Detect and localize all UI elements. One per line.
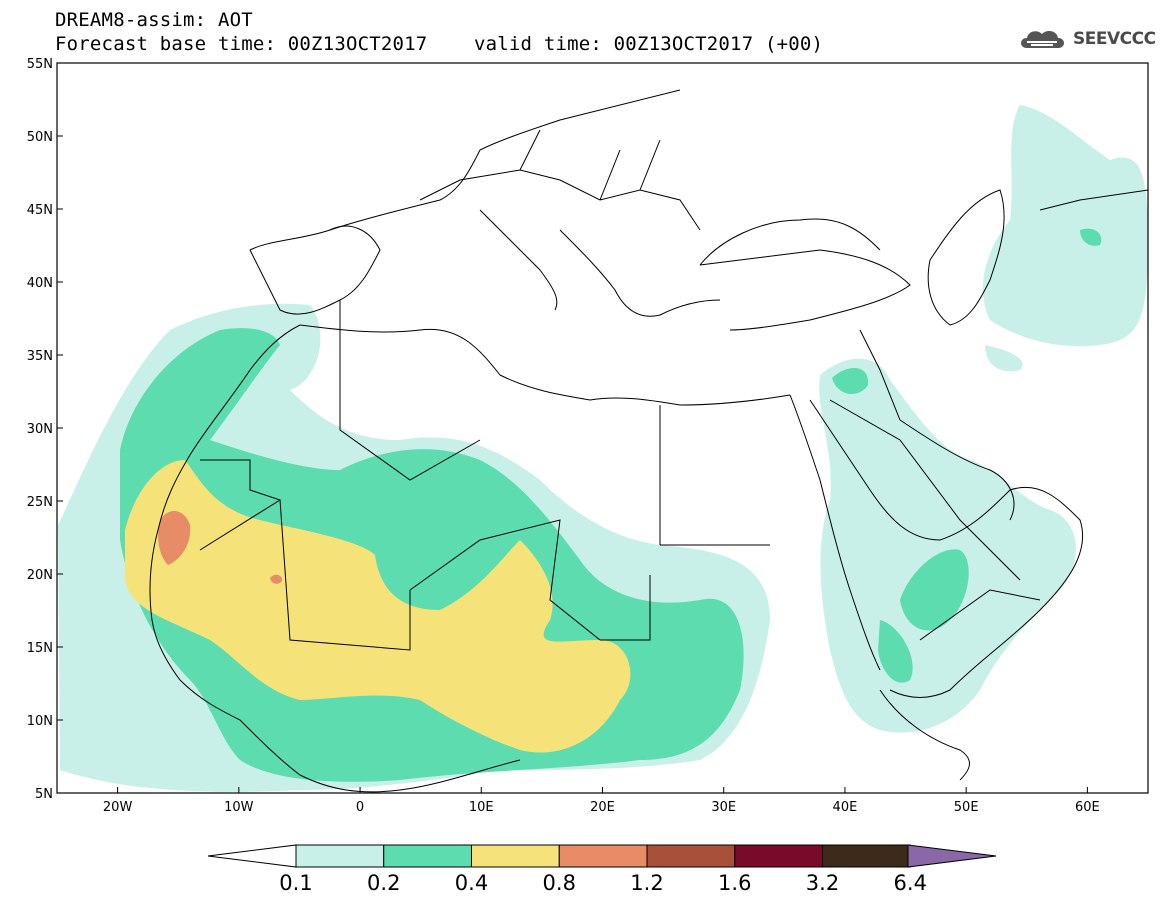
border-niger-chad — [409, 519, 601, 641]
colorbar-label: 0.8 — [543, 871, 576, 895]
colorbar-boxes — [295, 844, 911, 868]
lon-label: 20W — [103, 800, 133, 815]
aot-shading — [58, 105, 1148, 792]
aot-region-iraq-teal — [832, 367, 869, 395]
border-mali-niger — [279, 499, 411, 651]
lat-label: 50N — [27, 130, 53, 145]
colorbar-box — [822, 844, 911, 868]
colorbar-labels: 0.1 0.2 0.4 0.8 1.2 1.6 3.2 6.4 — [279, 871, 927, 895]
lat-label: 55N — [27, 57, 53, 72]
coastline-morocco — [189, 324, 301, 456]
coastline-europe — [249, 89, 681, 251]
lat-label: 25N — [27, 495, 53, 510]
colorbar-low-arrow — [207, 844, 297, 868]
coastline-black-sea — [699, 218, 881, 266]
border-iraq-iran — [859, 329, 901, 421]
border-yemen-oman — [919, 589, 1041, 641]
coastline-caspian — [927, 189, 1005, 326]
lat-label: 10N — [27, 714, 53, 729]
lat-label: 45N — [27, 203, 53, 218]
colorbar-label: 0.4 — [455, 871, 488, 895]
coastline-west-africa — [149, 454, 521, 793]
seevccc-logo: SEEVCCC — [1017, 26, 1156, 52]
border-kazakhstan — [1039, 189, 1149, 211]
colorbar-label: 6.4 — [894, 871, 927, 895]
coastline-arabia — [809, 399, 1084, 698]
lon-label: 0 — [356, 800, 364, 815]
colorbar-box — [558, 844, 648, 868]
coastline-italy — [479, 209, 558, 311]
coastlines-borders — [149, 89, 1149, 793]
aot-region-iran-light — [985, 345, 1023, 372]
colorbar-label: 1.6 — [718, 871, 751, 895]
coastline-persian-gulf — [899, 419, 1015, 521]
aot-region-mauritania-salmon — [158, 510, 191, 565]
aot-region-sahara-yellow — [125, 460, 631, 753]
colorbar-box — [471, 844, 560, 868]
border-saudi-arabia — [829, 399, 1021, 581]
border-sudan-chad — [600, 575, 651, 641]
aot-region-caspian-light — [982, 105, 1148, 347]
lon-label: 10E — [469, 800, 494, 815]
map-title: DREAM8-assim: AOT — [55, 9, 253, 31]
cloud-icon — [1021, 30, 1064, 48]
colorbar-label: 3.2 — [806, 871, 839, 895]
latitude-ticks: 55N 50N 45N 40N 35N 30N 25N 20N 15N 10N 5N — [27, 57, 63, 802]
logo-text: SEEVCCC — [1073, 29, 1156, 49]
lon-label: 30E — [711, 800, 736, 815]
colorbar-label: 1.2 — [630, 871, 663, 895]
colorbar-label: 0.2 — [367, 871, 400, 895]
lon-label: 40E — [833, 800, 858, 815]
lat-label: 35N — [27, 349, 53, 364]
colorbar-high-arrow — [907, 844, 997, 868]
lat-label: 40N — [27, 276, 53, 291]
aot-region-arabia-teal-1 — [900, 549, 969, 631]
coastline-north-africa — [299, 324, 791, 406]
lat-label: 30N — [27, 422, 53, 437]
lon-label: 60E — [1075, 800, 1100, 815]
lat-label: 5N — [35, 787, 53, 802]
lat-label: 15N — [27, 641, 53, 656]
colorbar-label: 0.1 — [279, 871, 312, 895]
border-europe-interior — [419, 129, 701, 231]
lon-label: 20E — [590, 800, 615, 815]
coastline-horn-of-africa — [879, 689, 970, 781]
colorbar-box — [734, 844, 823, 868]
forecast-time-subtitle: Forecast base time: 00Z13OCT2017 valid t… — [55, 33, 824, 55]
border-mauritania — [199, 459, 282, 551]
longitude-ticks: 20W 10W 0 10E 20E 30E 40E 50E 60E — [103, 787, 1100, 815]
colorbar-box — [383, 844, 472, 868]
coastline-red-sea-west — [789, 394, 881, 671]
aot-region-arabia-teal-2 — [878, 620, 913, 683]
coastline-turkey — [699, 249, 911, 331]
lon-label: 10W — [224, 800, 254, 815]
aot-region-mali-salmon — [270, 574, 283, 584]
border-algeria — [339, 300, 481, 481]
coastline-balkans-greece — [559, 229, 721, 317]
colorbar-box — [646, 844, 736, 868]
colorbar-box — [295, 844, 385, 868]
lon-label: 50E — [954, 800, 979, 815]
lat-label: 20N — [27, 568, 53, 583]
aot-region-caspian-teal — [1080, 228, 1102, 246]
